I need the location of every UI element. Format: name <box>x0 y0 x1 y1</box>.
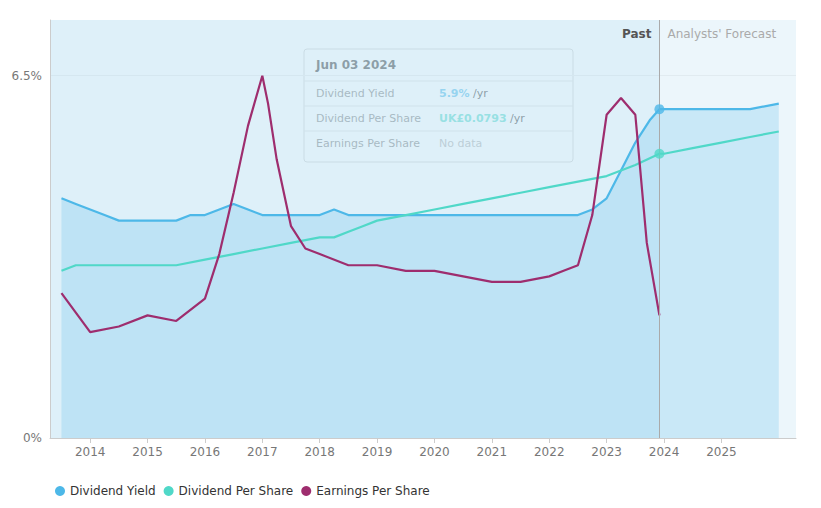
svg-text:2021: 2021 <box>477 445 508 459</box>
svg-text:2015: 2015 <box>132 445 163 459</box>
html-text:5.9% /yr: 5.9% /yr <box>439 87 488 100</box>
svg-text:2016: 2016 <box>190 445 221 459</box>
svg-text:Analysts' Forecast: Analysts' Forecast <box>667 27 776 41</box>
svg-text:0%: 0% <box>23 431 42 445</box>
svg-text:6.5%: 6.5% <box>12 69 43 83</box>
svg-text:2025: 2025 <box>706 445 737 459</box>
html-text:UK£0.0793 /yr: UK£0.0793 /yr <box>439 112 525 125</box>
svg-text:Dividend Yield: Dividend Yield <box>70 484 156 498</box>
svg-text:2017: 2017 <box>247 445 278 459</box>
svg-text:2023: 2023 <box>591 445 622 459</box>
svg-text:Past: Past <box>622 27 652 41</box>
svg-text:Dividend Per Share: Dividend Per Share <box>179 484 294 498</box>
svg-text:2014: 2014 <box>75 445 106 459</box>
svg-text:2024: 2024 <box>649 445 680 459</box>
svg-text:Earnings Per Share: Earnings Per Share <box>316 484 429 498</box>
svg-text:2018: 2018 <box>304 445 335 459</box>
svg-text:2019: 2019 <box>362 445 393 459</box>
svg-text:2020: 2020 <box>419 445 450 459</box>
svg-text:2022: 2022 <box>534 445 565 459</box>
